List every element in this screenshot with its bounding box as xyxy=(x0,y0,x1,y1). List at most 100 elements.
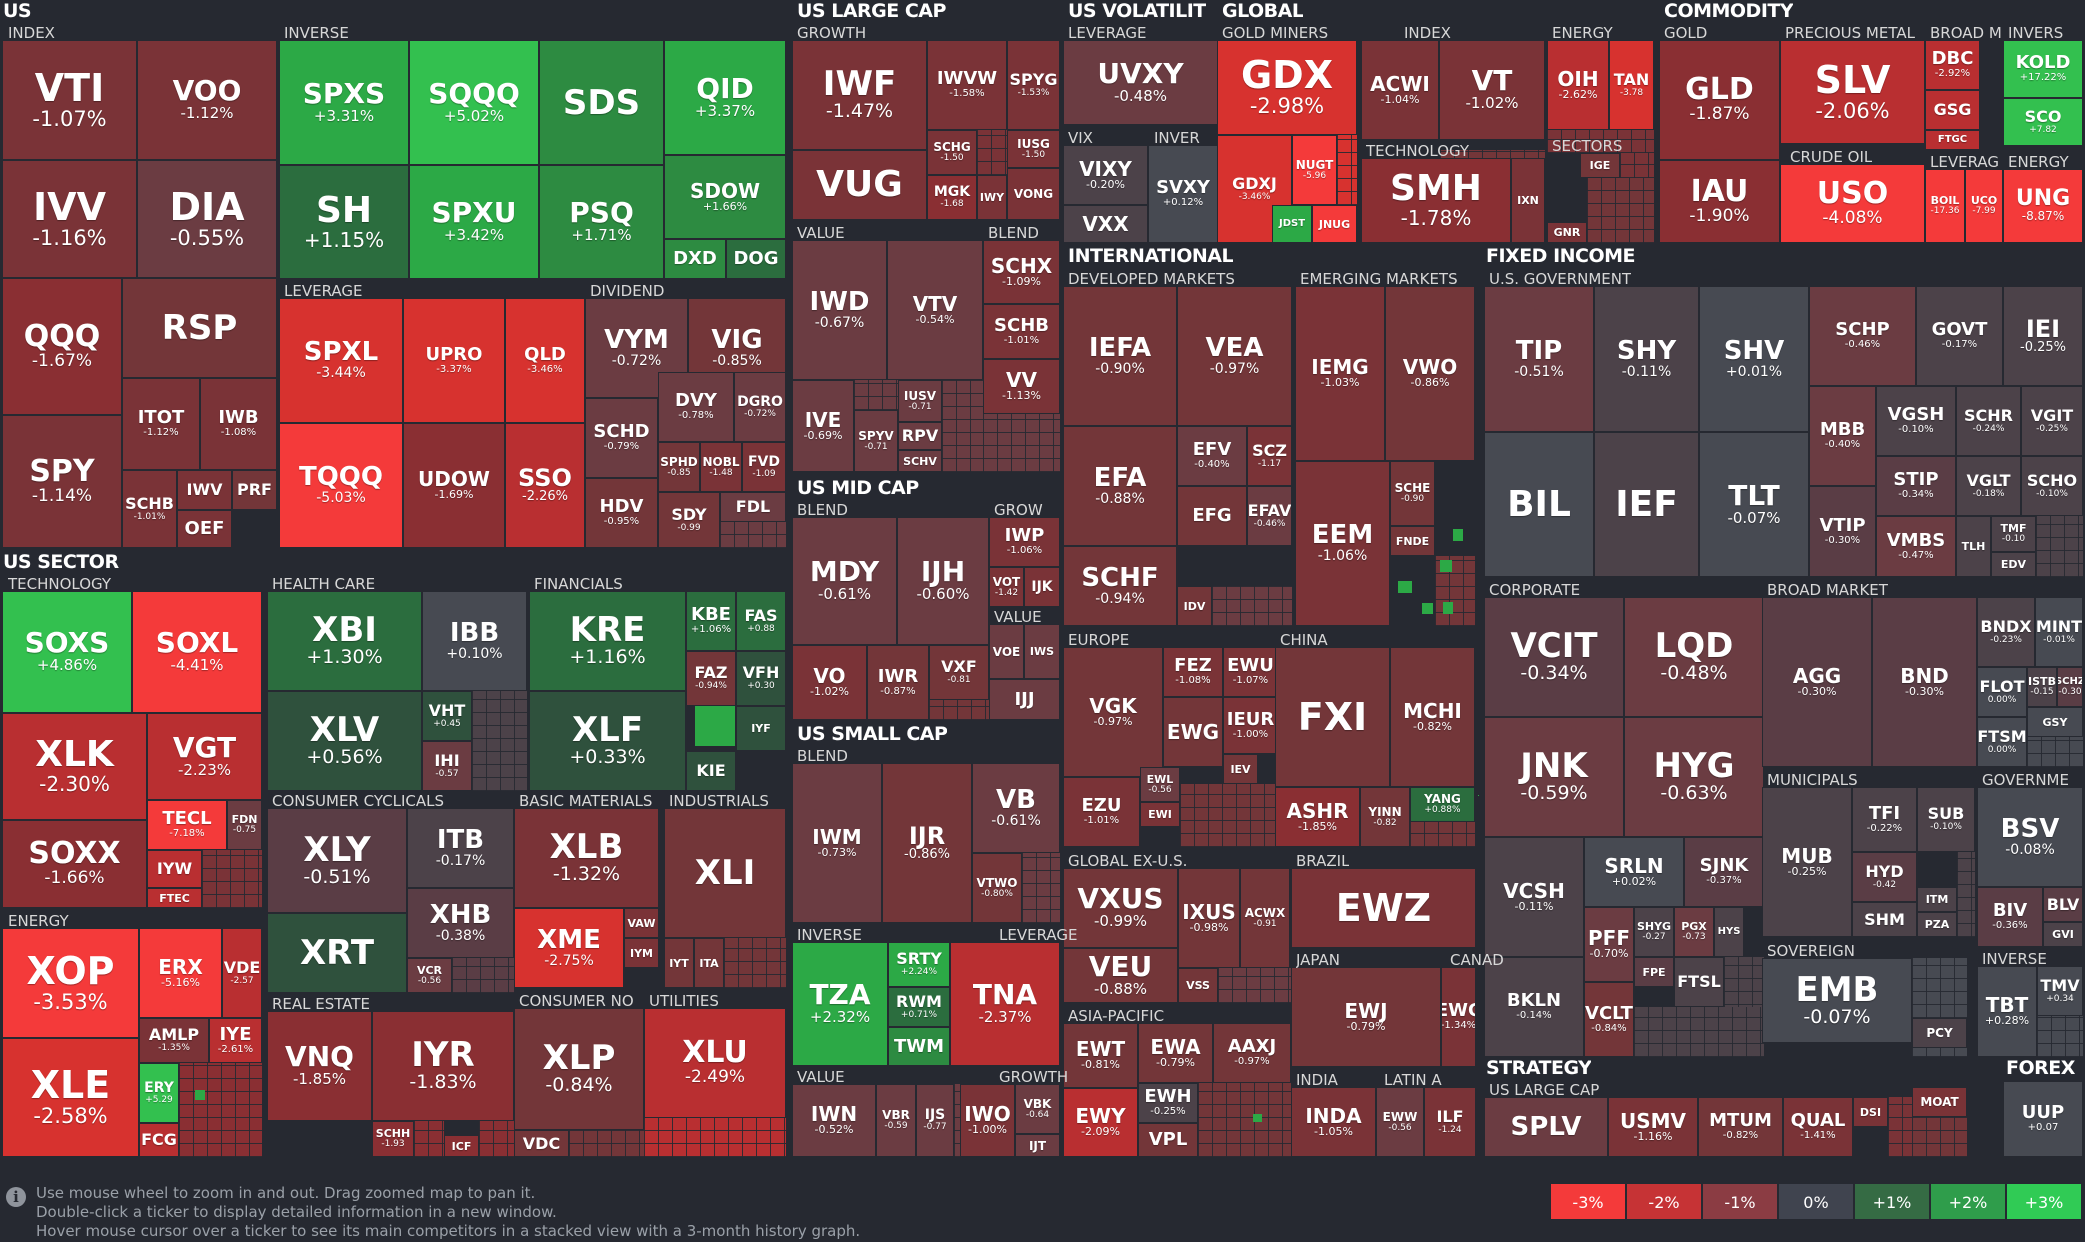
ticker-tile-lqd[interactable]: LQD -0.48% xyxy=(1624,597,1764,717)
etf-heatmap[interactable]: VTI -1.07% VOO -1.12% IVV -1.16% DIA -0.55% QQQ -… xyxy=(0,0,2085,1175)
ticker-tile-vgit[interactable]: VGIT -0.25% xyxy=(2021,386,2083,456)
ticker-tile-vht[interactable]: VHT +0.45 xyxy=(422,691,472,741)
small-ticker-cluster[interactable] xyxy=(2027,737,2083,767)
ticker-tile-stip[interactable]: STIP -0.34% xyxy=(1876,456,1956,516)
ticker-tile-bsv[interactable]: BSV -0.08% xyxy=(1977,787,2083,887)
small-ticker-cluster[interactable] xyxy=(1198,1083,1291,1157)
ticker-tile-iefa[interactable]: IEFA -0.90% xyxy=(1063,286,1177,426)
ticker-tile-iym[interactable]: IYM xyxy=(624,938,659,968)
ticker-tile-tbt[interactable]: TBT +0.28% xyxy=(1977,966,2037,1057)
small-ticker-cluster[interactable] xyxy=(1547,130,1654,153)
ticker-tile-vt[interactable]: VT -1.02% xyxy=(1439,40,1545,140)
ticker-tile-vea[interactable]: VEA -0.97% xyxy=(1177,286,1292,426)
ticker-tile-mub[interactable]: MUB -0.25% xyxy=(1762,787,1852,937)
ticker-tile-ftec[interactable]: FTEC xyxy=(147,888,202,908)
ticker-tile-itb[interactable]: ITB -0.17% xyxy=(407,808,514,888)
ticker-tile-rpv[interactable]: RPV xyxy=(898,422,942,450)
ticker-tile-iyw[interactable]: IYW xyxy=(147,850,202,888)
small-ticker-cluster[interactable] xyxy=(202,850,262,908)
ticker-tile-hys[interactable]: HYS xyxy=(1714,907,1744,957)
ticker-tile-ijh[interactable]: IJH -0.60% xyxy=(897,517,989,645)
ticker-tile-sphd[interactable]: SPHD -0.85 xyxy=(658,442,700,492)
ticker-tile-sub[interactable]: SUB -0.10% xyxy=(1917,787,1975,852)
ticker-tile-mbb[interactable]: MBB -0.40% xyxy=(1809,386,1876,486)
ticker-tile-acwx[interactable]: ACWX -0.91 xyxy=(1240,868,1290,968)
ticker-tile-efa[interactable]: EFA -0.88% xyxy=(1063,426,1177,546)
ticker-tile-fas[interactable]: FAS +0.88 xyxy=(736,591,786,651)
ticker-tile-ery[interactable]: ERY +5.29 xyxy=(139,1063,179,1123)
ticker-tile-spxl[interactable]: SPXL -3.44% xyxy=(279,298,403,423)
ticker-tile-qld[interactable]: QLD -3.46% xyxy=(505,298,585,423)
small-ticker-cluster[interactable] xyxy=(452,958,514,993)
ticker-tile-istb[interactable]: ISTB -0.15 xyxy=(2027,667,2057,707)
ticker-tile-schg[interactable]: SCHG -1.50 xyxy=(927,130,977,175)
small-ticker-cell[interactable] xyxy=(1478,795,1479,796)
ticker-tile-emb[interactable]: EMB -0.07% xyxy=(1762,958,1912,1043)
ticker-tile-soxl[interactable]: SOXL -4.41% xyxy=(132,591,262,713)
ticker-tile-tan[interactable]: TAN -3.78 xyxy=(1609,40,1654,130)
ticker-tile-tza[interactable]: TZA +2.32% xyxy=(792,942,888,1066)
ticker-tile-erx[interactable]: ERX -5.16% xyxy=(139,928,222,1018)
ticker-tile-biv[interactable]: BIV -0.36% xyxy=(1977,887,2043,947)
ticker-tile-xme[interactable]: XME -2.75% xyxy=(514,908,624,988)
ticker-tile-jnug[interactable]: JNUG xyxy=(1312,205,1357,243)
small-ticker-cell[interactable] xyxy=(1440,560,1452,572)
small-ticker-cluster[interactable] xyxy=(1888,1097,1912,1157)
ticker-tile-qqq[interactable]: QQQ -1.67% xyxy=(2,278,122,415)
ticker-tile-iye[interactable]: IYE -2.61% xyxy=(209,1018,262,1063)
ticker-tile-tlh[interactable]: TLH xyxy=(1956,516,1991,577)
ticker-tile-pff[interactable]: PFF -0.70% xyxy=(1584,907,1634,982)
ticker-tile-fdn[interactable]: FDN -0.75 xyxy=(227,800,262,850)
small-ticker-cluster[interactable] xyxy=(929,700,989,720)
ticker-tile-efv[interactable]: EFV -0.40% xyxy=(1177,426,1247,486)
ticker-tile-hyg[interactable]: HYG -0.63% xyxy=(1624,717,1764,837)
ticker-tile-xly[interactable]: XLY -0.51% xyxy=(267,808,407,913)
ticker-tile-ige[interactable]: IGE xyxy=(1580,153,1620,178)
ticker-tile-ewl[interactable]: EWL -0.56 xyxy=(1140,767,1180,802)
ticker-tile-edv[interactable]: EDV xyxy=(1991,552,2036,577)
ticker-tile-ilf[interactable]: ILF -1.24 xyxy=(1424,1087,1476,1157)
ticker-tile-schh[interactable]: SCHH -1.93 xyxy=(372,1121,414,1157)
ticker-tile-shy[interactable]: SHY -0.11% xyxy=(1594,286,1699,432)
ticker-tile-vgk[interactable]: VGK -0.97% xyxy=(1063,647,1163,777)
ticker-tile-vbr[interactable]: VBR -0.59 xyxy=(876,1084,916,1157)
ticker-tile-sqqq[interactable]: SQQQ +5.02% xyxy=(409,40,539,165)
ticker-tile-iusg[interactable]: IUSG -1.50 xyxy=(1007,130,1060,168)
ticker-tile-iemg[interactable]: IEMG -1.03% xyxy=(1295,286,1385,461)
ticker-tile-pcy[interactable]: PCY xyxy=(1912,1018,1967,1048)
ticker-tile-tmv[interactable]: TMV +0.34 xyxy=(2037,966,2083,1016)
ticker-tile-schv[interactable]: SCHV xyxy=(898,450,942,472)
ticker-tile-idv[interactable]: IDV xyxy=(1177,586,1212,626)
ticker-tile-agg[interactable]: AGG -0.30% xyxy=(1762,597,1872,767)
ticker-tile-psq[interactable]: PSQ +1.71% xyxy=(539,165,664,279)
ticker-tile-bndx[interactable]: BNDX -0.23% xyxy=(1977,597,2035,667)
ticker-tile-xli[interactable]: XLI xyxy=(664,808,786,938)
small-ticker-cluster[interactable] xyxy=(954,1084,960,1157)
ticker-tile-kre[interactable]: KRE +1.16% xyxy=(529,591,686,691)
ticker-tile-tmf[interactable]: TMF -0.10 xyxy=(1991,516,2036,552)
ticker-tile-srty[interactable]: SRTY +2.24% xyxy=(888,942,950,987)
ticker-tile-vcr[interactable]: VCR -0.56 xyxy=(407,958,452,993)
ticker-tile-sso[interactable]: SSO -2.26% xyxy=(505,423,585,548)
small-ticker-cluster[interactable] xyxy=(1218,968,1291,1003)
ticker-tile-flot[interactable]: FLOT 0.00% xyxy=(1977,667,2027,717)
ticker-tile-tlt[interactable]: TLT -0.07% xyxy=(1699,432,1809,577)
ticker-tile-vxus[interactable]: VXUS -0.99% xyxy=(1063,868,1178,948)
ticker-tile-scho[interactable]: SCHO -0.10% xyxy=(2021,456,2083,516)
ticker-tile-ief[interactable]: IEF xyxy=(1594,432,1699,577)
ticker-tile-tfi[interactable]: TFI -0.22% xyxy=(1852,787,1917,852)
ticker-tile-ijs[interactable]: IJS -0.77 xyxy=(916,1084,954,1157)
ticker-tile-iusv[interactable]: IUSV -0.71 xyxy=(898,380,942,422)
ticker-tile-ive[interactable]: IVE -0.69% xyxy=(792,380,854,472)
ticker-tile-tqqq[interactable]: TQQQ -5.03% xyxy=(279,423,403,548)
ticker-tile-schp[interactable]: SCHP -0.46% xyxy=(1809,286,1916,386)
ticker-tile-icf[interactable]: ICF xyxy=(444,1135,479,1157)
ticker-tile-bnd[interactable]: BND -0.30% xyxy=(1872,597,1977,767)
ticker-tile-efg[interactable]: EFG xyxy=(1177,486,1247,546)
ticker-tile-xop[interactable]: XOP -3.53% xyxy=(2,928,139,1038)
ticker-tile-tecl[interactable]: TECL -7.18% xyxy=(147,800,227,850)
ticker-tile-prf[interactable]: PRF xyxy=(232,470,277,510)
ticker-tile-spy[interactable]: SPY -1.14% xyxy=(2,415,122,548)
ticker-tile-fdl[interactable]: FDL xyxy=(720,492,786,522)
small-ticker-cluster[interactable] xyxy=(1912,958,1967,1018)
